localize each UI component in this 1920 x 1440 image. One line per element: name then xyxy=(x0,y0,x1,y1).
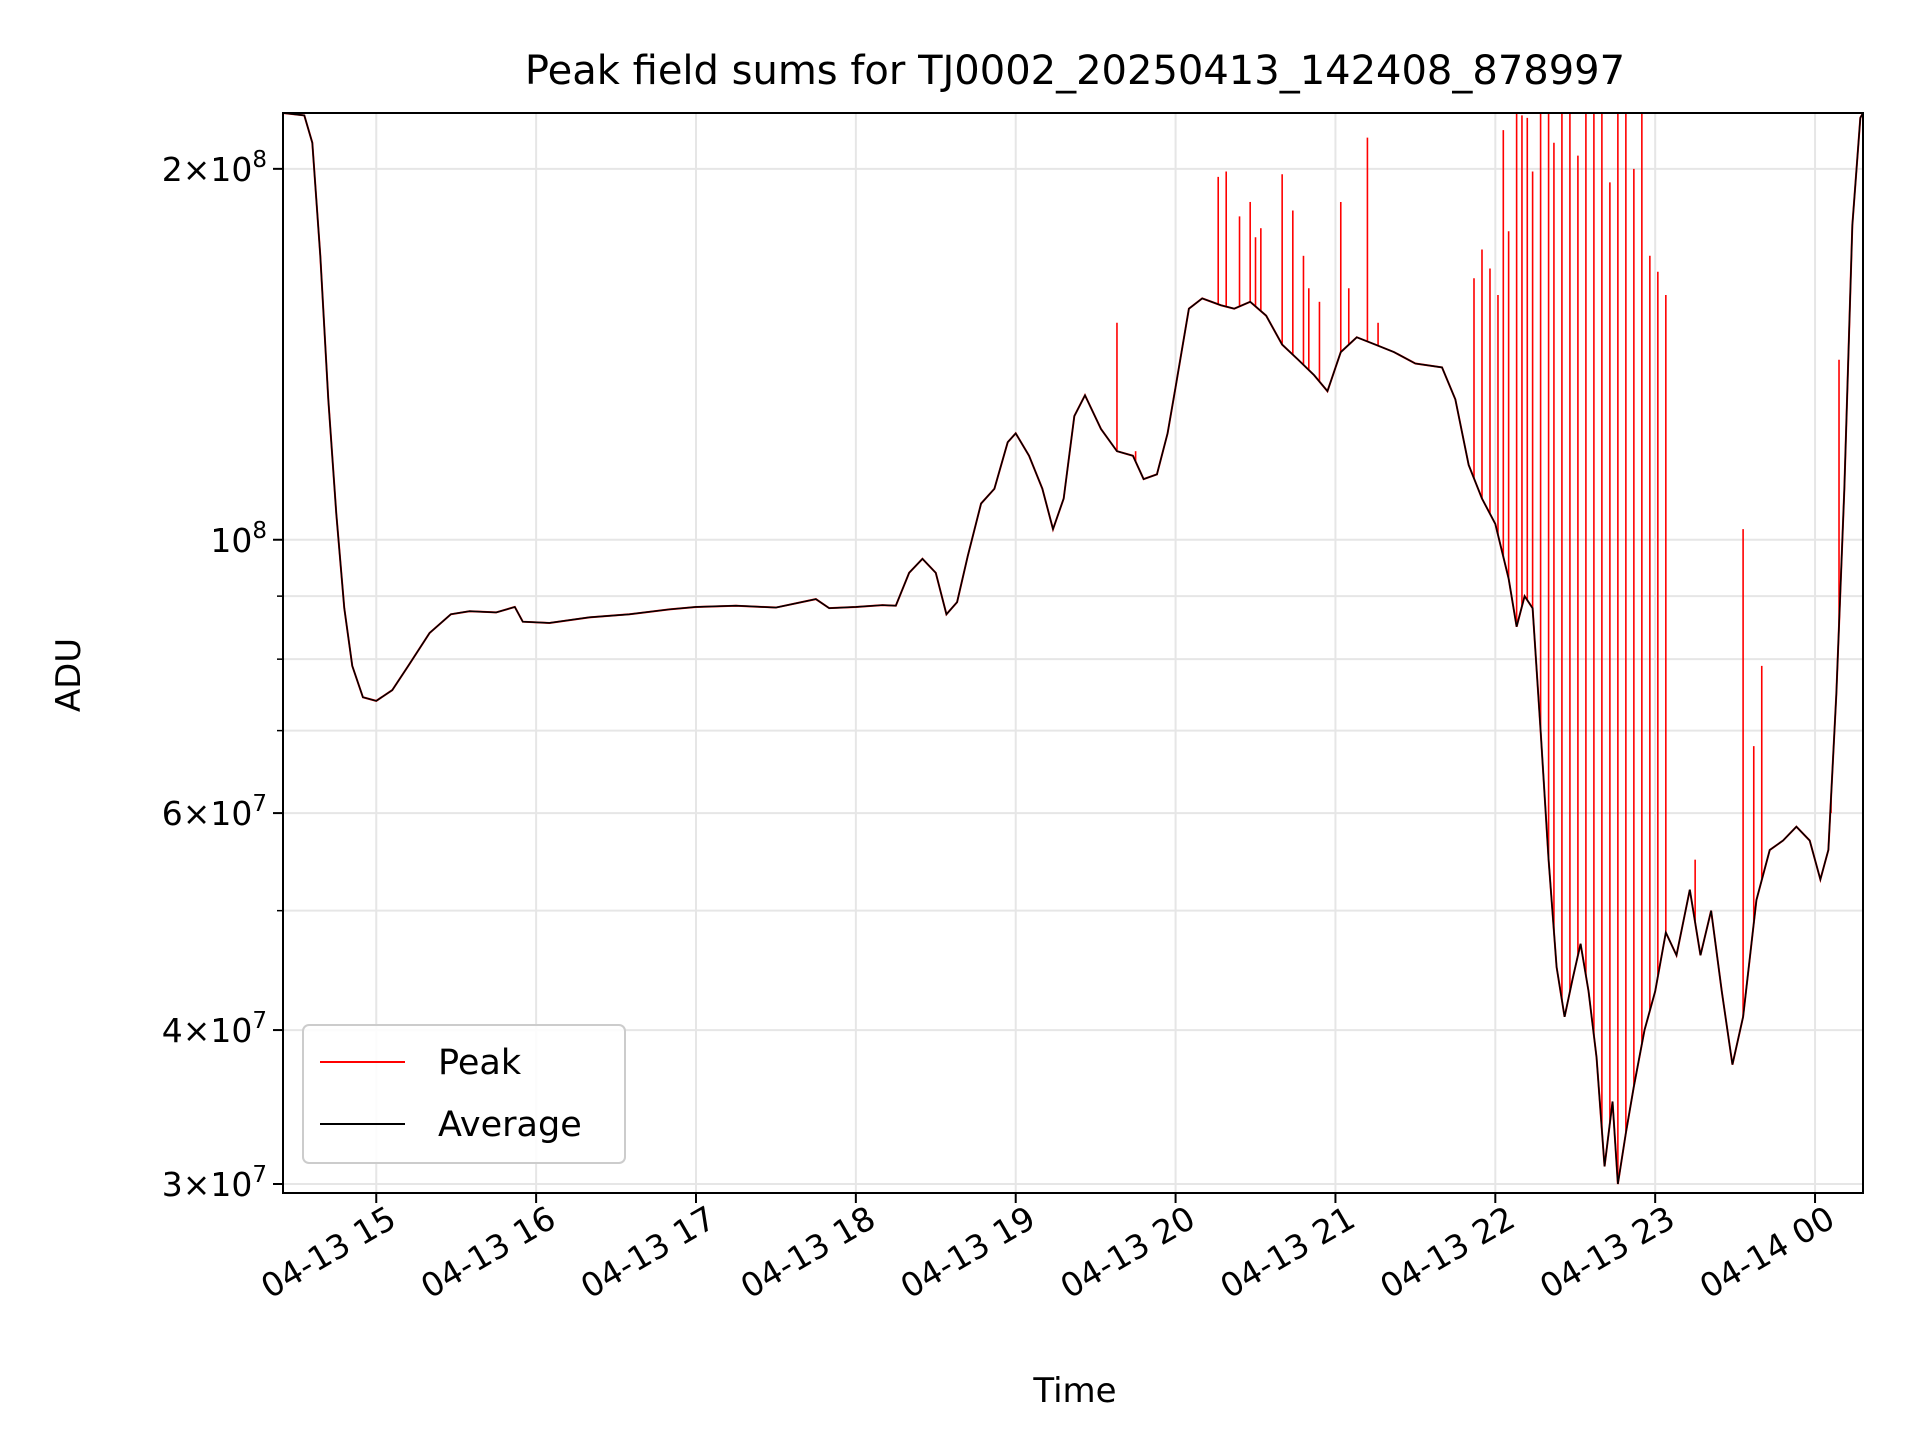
y-tick-label: 2×108 xyxy=(162,147,267,189)
plot-frame xyxy=(282,112,1864,1194)
y-axis-label: ADU xyxy=(49,638,89,712)
legend: Peak Average xyxy=(302,1024,626,1164)
average-line xyxy=(282,112,1864,1185)
legend-box xyxy=(302,1024,626,1164)
y-tick-label: 3×107 xyxy=(162,1162,267,1204)
legend-label-average: Average xyxy=(438,1105,582,1145)
grid xyxy=(283,113,1863,1193)
chart-title: Peak field sums for TJ0002_20250413_1424… xyxy=(525,48,1625,94)
x-axis-label: Time xyxy=(1032,1371,1116,1411)
average-series xyxy=(282,112,1864,1185)
y-tick-label: 6×107 xyxy=(162,791,267,833)
legend-label-peak: Peak xyxy=(438,1043,522,1083)
y-tick-label: 4×107 xyxy=(162,1008,267,1050)
